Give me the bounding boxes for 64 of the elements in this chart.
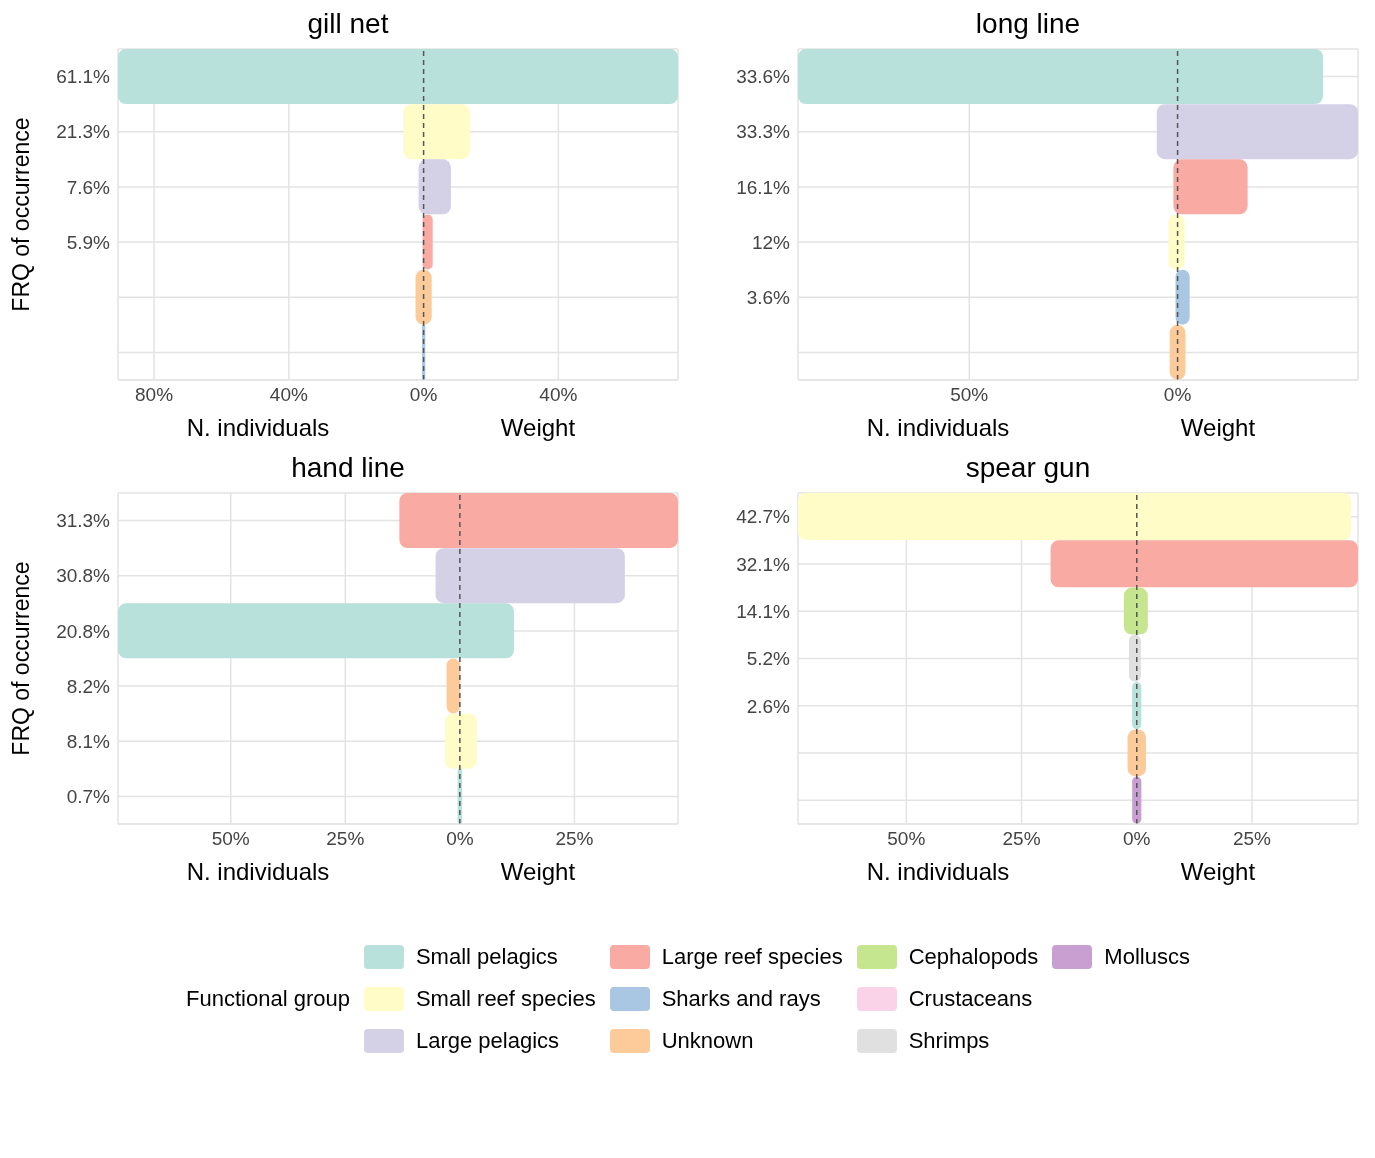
bar bbox=[399, 493, 678, 548]
x-tick-label: 25% bbox=[555, 828, 594, 850]
legend-title: Functional group bbox=[186, 986, 350, 1012]
y-tick-label: 5.9% bbox=[66, 231, 111, 253]
y-tick-label: 31.3% bbox=[56, 510, 111, 532]
y-tick-label: 8.2% bbox=[66, 675, 111, 697]
x-tick-label: 50% bbox=[887, 828, 926, 850]
y-tick-label: 0.7% bbox=[66, 786, 111, 808]
y-tick-label: 12% bbox=[751, 231, 791, 253]
y-tick-label: 61.1% bbox=[56, 66, 111, 88]
legend-label: Large reef species bbox=[661, 944, 843, 970]
y-tick-label: 2.6% bbox=[746, 695, 791, 717]
chart-title: hand line bbox=[290, 452, 406, 485]
y-tick-label: 21.3% bbox=[56, 121, 111, 143]
x-axis-title: N. individuals bbox=[865, 858, 1011, 886]
legend-label: Molluscs bbox=[1104, 944, 1190, 970]
text: Weight bbox=[1179, 414, 1257, 442]
legend-label: Small pelagics bbox=[415, 944, 558, 970]
y-tick-label: 14.1% bbox=[736, 600, 791, 622]
x-tick-label: 0% bbox=[446, 828, 474, 850]
y-tick-label: 8.1% bbox=[66, 730, 111, 752]
x-tick-label: 80% bbox=[135, 384, 174, 406]
legend-label: Shrimps bbox=[908, 1028, 990, 1054]
x-tick-label: 25% bbox=[326, 828, 365, 850]
y-tick-label: 3.6% bbox=[746, 286, 791, 308]
y-tick-label: 20.8% bbox=[56, 620, 111, 642]
y-tick-label: 33.6% bbox=[736, 66, 791, 88]
legend-label: Large pelagics bbox=[415, 1028, 560, 1054]
x-tick-label: 50% bbox=[211, 828, 250, 850]
y-axis-title: FRQ of occurrence bbox=[8, 561, 35, 756]
text: Weight bbox=[499, 858, 577, 886]
legend-label: Sharks and rays bbox=[661, 986, 821, 1012]
bar bbox=[446, 658, 460, 714]
x-axis-title: N. individuals bbox=[185, 414, 331, 442]
x-tick-label: 50% bbox=[950, 384, 989, 406]
x-axis-title: N. individuals bbox=[185, 858, 331, 886]
bar bbox=[118, 603, 514, 659]
chart-title: gill net bbox=[306, 8, 390, 41]
x-tick-label: 40% bbox=[269, 384, 308, 406]
x-tick-label: 25% bbox=[1232, 828, 1272, 850]
legend-label: Crustaceans bbox=[908, 986, 1033, 1012]
legend-label: Cephalopods bbox=[908, 944, 1039, 970]
chart-title: spear gun bbox=[964, 452, 1092, 485]
y-tick-label: 30.8% bbox=[56, 565, 111, 587]
legend-label: Unknown bbox=[661, 1028, 754, 1054]
bar bbox=[435, 548, 625, 604]
x-tick-label: 0% bbox=[409, 384, 438, 406]
text: Weight bbox=[1179, 858, 1257, 886]
chart-title: long line bbox=[974, 8, 1082, 41]
y-tick-label: 33.3% bbox=[736, 121, 791, 143]
y-tick-label: 42.7% bbox=[736, 506, 791, 528]
x-tick-label: 0% bbox=[1163, 384, 1192, 406]
x-axis-title: N. individuals bbox=[865, 414, 1011, 442]
x-tick-label: 25% bbox=[1002, 828, 1041, 850]
bar bbox=[444, 713, 477, 769]
y-tick-label: 5.2% bbox=[746, 648, 791, 670]
y-tick-label: 32.1% bbox=[736, 553, 791, 575]
y-axis-title: FRQ of occurrence bbox=[8, 117, 35, 312]
y-tick-label: 7.6% bbox=[66, 176, 111, 198]
y-tick-label: 16.1% bbox=[736, 176, 791, 198]
x-tick-label: 0% bbox=[1123, 828, 1151, 850]
text: Weight bbox=[499, 414, 577, 442]
legend-label: Small reef species bbox=[415, 986, 596, 1012]
x-tick-label: 40% bbox=[539, 384, 578, 406]
